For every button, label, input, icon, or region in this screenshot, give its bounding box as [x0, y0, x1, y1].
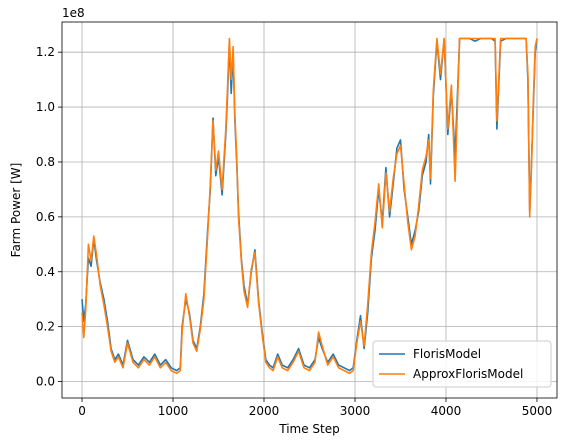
series-lines	[81, 37, 538, 375]
y-tick-label: 1.0	[36, 100, 55, 114]
x-axis-label: Time Step	[278, 422, 340, 436]
y-tick-label: 0.8	[36, 155, 55, 169]
legend-label-floris: FlorisModel	[413, 347, 481, 361]
y-axis-ticks: 0.0 0.2 0.4 0.6 0.8 1.0 1.2	[36, 45, 62, 389]
x-axis-ticks: 0 1000 2000 3000 4000 5000	[78, 398, 552, 418]
y-tick-label: 1.2	[36, 45, 55, 59]
series-line-approx-floris	[81, 37, 538, 375]
legend: FlorisModel ApproxFlorisModel	[372, 340, 552, 388]
y-tick-label: 0.2	[36, 320, 55, 334]
x-tick-label: 4000	[431, 404, 462, 418]
y-offset-label: 1e8	[62, 6, 85, 20]
grid	[62, 22, 557, 398]
x-tick-label: 3000	[340, 404, 371, 418]
y-tick-label: 0.4	[36, 265, 55, 279]
plot-frame	[61, 21, 558, 399]
legend-label-approx-floris: ApproxFlorisModel	[413, 367, 523, 381]
y-tick-label: 0.0	[36, 375, 55, 389]
y-tick-label: 0.6	[36, 210, 55, 224]
x-tick-label: 1000	[158, 404, 189, 418]
x-tick-label: 2000	[249, 404, 280, 418]
y-axis-label: Farm Power [W]	[9, 163, 23, 258]
x-tick-label: 5000	[522, 404, 553, 418]
legend-box	[372, 340, 552, 388]
series-line-floris	[81, 37, 538, 372]
x-tick-label: 0	[78, 404, 86, 418]
